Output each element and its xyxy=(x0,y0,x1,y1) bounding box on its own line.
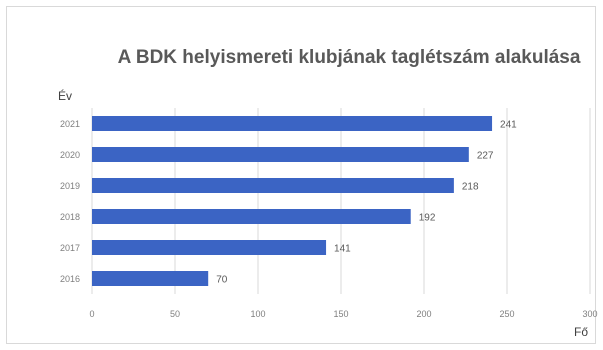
chart-title: A BDK helyismereti klubjának taglétszám … xyxy=(118,47,581,68)
data-label-2018: 192 xyxy=(419,213,436,224)
y-tick-label: 2021 xyxy=(60,119,80,129)
y-tick-label: 2020 xyxy=(60,150,80,160)
data-label-2017: 141 xyxy=(334,244,351,255)
x-tick-label: 300 xyxy=(582,309,597,319)
tick-labels: 0 50 100 150 200 250 300 2021 2020 2019 2018 2017 20… xyxy=(60,119,598,319)
bar-2018 xyxy=(92,209,411,224)
y-tick-label: 2016 xyxy=(60,274,80,284)
bar-2020 xyxy=(92,147,469,162)
bar-2021 xyxy=(92,116,493,131)
x-tick-label: 100 xyxy=(250,309,265,319)
bar-2016 xyxy=(92,271,209,286)
y-tick-label: 2018 xyxy=(60,212,80,222)
data-labels: 241 227 218 192 141 70 xyxy=(216,120,517,286)
data-label-2019: 218 xyxy=(462,182,479,193)
x-tick-label: 0 xyxy=(89,309,94,319)
bars xyxy=(92,116,493,286)
x-tick-label: 150 xyxy=(333,309,348,319)
bar-2019 xyxy=(92,178,454,193)
x-axis-title: Fő xyxy=(574,325,588,339)
y-tick-label: 2019 xyxy=(60,181,80,191)
x-tick-label: 50 xyxy=(170,309,180,319)
data-label-2020: 227 xyxy=(477,151,494,162)
bar-2017 xyxy=(92,240,327,255)
x-tick-label: 200 xyxy=(416,309,431,319)
gridlines xyxy=(91,108,591,294)
y-axis-title: Év xyxy=(58,88,72,103)
x-tick-label: 250 xyxy=(499,309,514,319)
data-label-2021: 241 xyxy=(500,120,517,131)
data-label-2016: 70 xyxy=(216,275,228,286)
chart-frame xyxy=(6,6,596,344)
y-tick-label: 2017 xyxy=(60,243,80,253)
